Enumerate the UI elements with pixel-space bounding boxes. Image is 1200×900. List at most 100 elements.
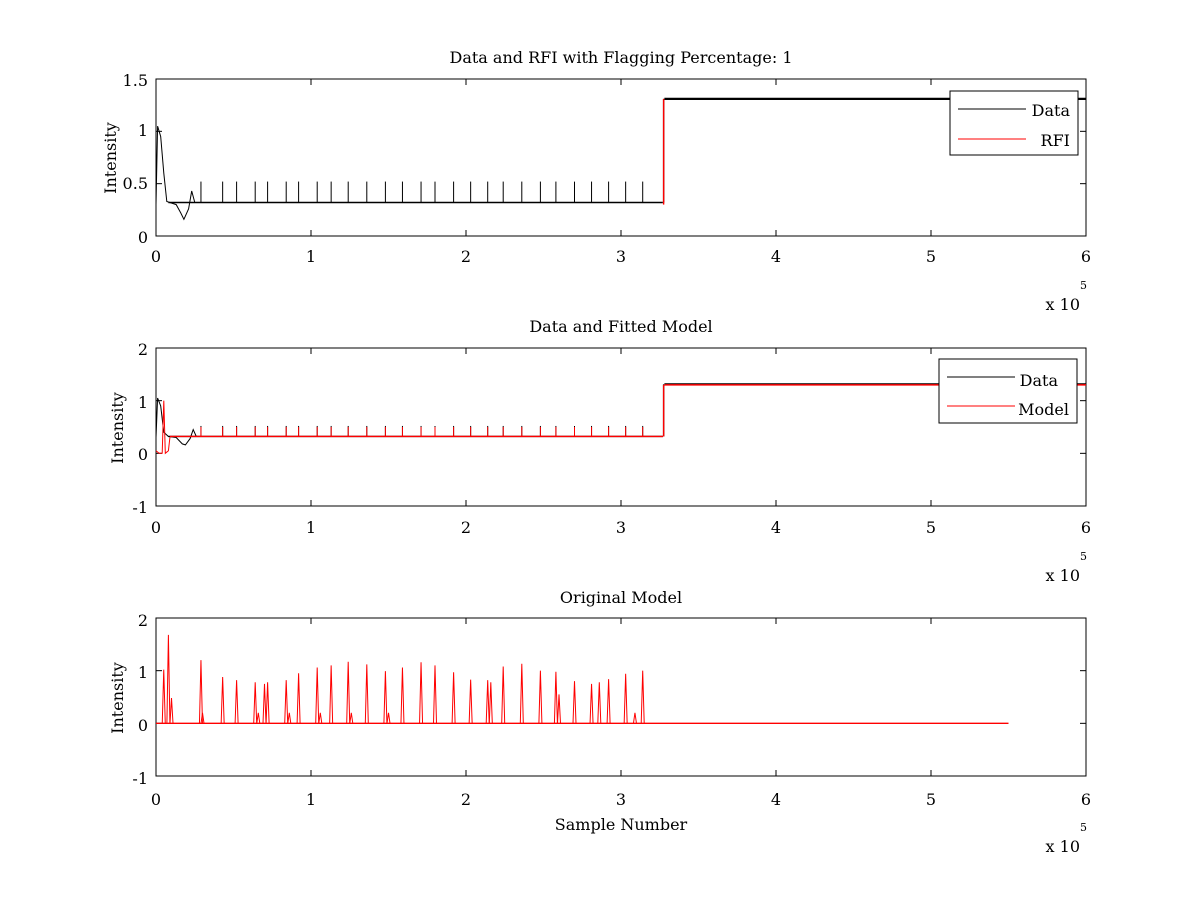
x-tick-label: 1	[306, 247, 316, 266]
x-tick-label: 3	[616, 247, 626, 266]
series-spike	[318, 712, 323, 724]
legend-box	[938, 358, 1078, 424]
series-spike	[220, 676, 225, 724]
y-axis-label: Intensity	[108, 662, 127, 734]
series-spike	[640, 670, 645, 724]
y-tick-label: 0	[138, 445, 148, 464]
y-tick-labels: -1 0 1 2	[132, 340, 148, 517]
x-tick-label: 3	[616, 790, 626, 809]
y-tick-label: -1	[132, 769, 148, 788]
series-spike	[169, 698, 174, 724]
y-tick-label: 0.5	[123, 174, 148, 193]
x-exponent-power: 5	[1080, 550, 1087, 563]
series-spike	[433, 665, 437, 724]
legend-box	[949, 90, 1079, 156]
series-spike	[623, 673, 628, 724]
y-axis-label: Intensity	[108, 392, 127, 464]
x-tick-label: 5	[926, 518, 936, 537]
series-spike	[485, 680, 490, 724]
x-exponent-power: 5	[1080, 821, 1087, 834]
series-spike	[256, 712, 261, 724]
series-spike	[253, 682, 258, 724]
legend-entry-rfi: RFI	[1041, 131, 1070, 150]
x-tick-label: 5	[926, 790, 936, 809]
series-spike	[468, 679, 473, 724]
x-exponent-power: 5	[1080, 279, 1087, 292]
y-tick-label: 0	[138, 716, 148, 735]
series-spike	[538, 670, 543, 724]
subplot-data-and-fitted-model: Data and Fitted Model Intensity 0 1 2 3 …	[108, 317, 1091, 585]
x-exponent-label: x 10	[1046, 295, 1080, 314]
y-tick-label: 2	[138, 340, 148, 359]
series-spike	[287, 712, 292, 724]
x-tick-label: 4	[771, 790, 781, 809]
series-spike	[419, 662, 424, 724]
y-tick-label: 1	[138, 121, 148, 140]
series-spike	[400, 667, 405, 724]
series-spike	[262, 683, 267, 724]
y-tick-label: 1	[138, 393, 148, 412]
series-spike	[572, 681, 577, 724]
x-tick-labels: 0 1 2 3 4 5 6	[151, 247, 1091, 266]
series-initial-segment	[155, 397, 197, 446]
legend: Data RFI	[949, 90, 1079, 156]
x-tick-labels: 0 1 2 3 4 5 6	[151, 790, 1091, 809]
series-spike	[349, 712, 354, 724]
series-spike	[198, 660, 203, 724]
series-spike	[597, 682, 602, 724]
y-tick-label: 1.5	[123, 71, 148, 90]
series-spike	[519, 663, 524, 724]
x-tick-label: 4	[771, 247, 781, 266]
x-tick-label: 0	[151, 790, 161, 809]
series-spike	[383, 671, 388, 724]
x-tick-label: 0	[151, 247, 161, 266]
legend-entry-data: Data	[1020, 371, 1059, 390]
series-spike	[632, 712, 637, 724]
x-tick-label: 6	[1081, 518, 1091, 537]
series-spike	[161, 669, 166, 724]
series-spike	[386, 712, 391, 724]
x-tick-label: 6	[1081, 790, 1091, 809]
series-spike	[589, 683, 594, 724]
x-tick-label: 6	[1081, 247, 1091, 266]
series-spike	[234, 680, 239, 724]
chart-title: Data and RFI with Flagging Percentage: 1	[449, 48, 792, 67]
y-tick-labels: 0 0.5 1 1.5	[123, 71, 148, 247]
series-model	[156, 634, 1009, 725]
x-tick-label: 2	[461, 518, 471, 537]
series-spike	[346, 661, 351, 724]
series-spike	[296, 673, 301, 724]
series-spike	[488, 682, 493, 724]
series-spike	[557, 694, 561, 724]
x-axis-label: Sample Number	[555, 815, 688, 834]
x-tick-label: 2	[461, 247, 471, 266]
series-spike	[265, 682, 270, 724]
x-tick-label: 2	[461, 790, 471, 809]
x-tick-label: 1	[306, 790, 316, 809]
x-exponent-label: x 10	[1046, 837, 1080, 856]
x-tick-label: 5	[926, 247, 936, 266]
x-tick-label: 0	[151, 518, 161, 537]
series-spike	[606, 679, 611, 724]
series-spike	[553, 671, 558, 724]
subplot-original-model: Original Model Intensity Sample Number 0…	[108, 588, 1091, 856]
x-tick-label: 4	[771, 518, 781, 537]
y-tick-label: 1	[138, 663, 148, 682]
chart-title: Data and Fitted Model	[529, 317, 712, 336]
series-spike	[284, 680, 289, 724]
series-spike	[364, 664, 369, 724]
x-tick-label: 1	[306, 518, 316, 537]
chart-title: Original Model	[560, 588, 682, 607]
x-tick-label: 3	[616, 518, 626, 537]
y-tick-label: 2	[138, 611, 148, 630]
x-exponent-label: x 10	[1046, 566, 1080, 585]
y-tick-labels: -1 0 1 2	[132, 611, 148, 788]
subplot-data-and-rfi: Data and RFI with Flagging Percentage: 1…	[101, 48, 1091, 314]
legend: Data Model	[938, 358, 1078, 424]
series-spike	[451, 672, 456, 724]
y-tick-label: 0	[138, 228, 148, 247]
legend-entry-model: Model	[1018, 400, 1069, 419]
series-spike	[315, 667, 320, 724]
series-spike	[329, 665, 334, 724]
